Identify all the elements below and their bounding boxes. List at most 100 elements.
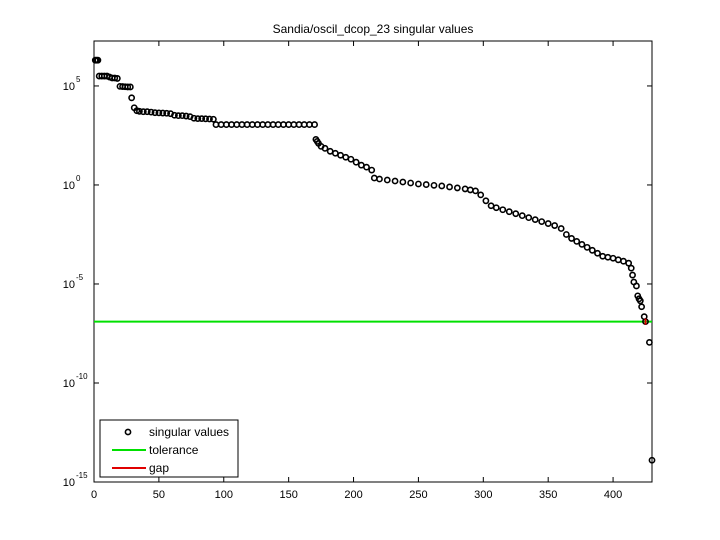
- data-point: [544, 220, 552, 227]
- data-point: [461, 185, 469, 193]
- y-tick-exponent: 5: [76, 75, 81, 84]
- data-point: [178, 112, 186, 120]
- data-point: [438, 182, 446, 190]
- x-tick-label: 150: [279, 489, 297, 501]
- data-point: [518, 212, 526, 220]
- data-point: [562, 231, 570, 238]
- data-point: [94, 56, 102, 64]
- y-tick-base: 10: [63, 378, 75, 390]
- data-point: [363, 163, 370, 171]
- data-point: [578, 240, 586, 248]
- data-point: [538, 218, 546, 225]
- data-point: [492, 204, 500, 212]
- data-point: [482, 197, 490, 205]
- title-text: Sandia/oscil_dcop_23 singular values: [273, 22, 474, 36]
- data-point: [399, 178, 407, 186]
- data-point: [368, 166, 376, 174]
- data-point: [111, 74, 119, 82]
- data-point: [505, 208, 513, 216]
- data-point: [525, 214, 533, 222]
- data-point: [182, 112, 190, 120]
- data-point: [202, 115, 209, 123]
- data-point: [512, 210, 520, 218]
- data-point: [625, 259, 633, 267]
- data-point: [391, 177, 399, 185]
- legend-label: tolerance: [149, 443, 199, 457]
- data-point: [376, 175, 383, 183]
- x-tick-label: 400: [604, 489, 622, 501]
- x-tick-label: 300: [474, 489, 492, 501]
- x-axis: 0 50 100 150 200 250 300 350 400: [91, 41, 622, 501]
- legend: singular values tolerance gap: [99, 419, 239, 478]
- data-point: [159, 109, 167, 117]
- y-tick-base: 10: [63, 477, 75, 489]
- data-point: [633, 282, 640, 290]
- data-point: [163, 109, 171, 117]
- data-point: [599, 252, 607, 260]
- data-point: [113, 75, 121, 82]
- data-point: [198, 115, 206, 123]
- data-point: [557, 225, 565, 232]
- data-point: [383, 176, 391, 184]
- x-tick-label: 100: [215, 489, 233, 501]
- data-point: [194, 115, 202, 123]
- y-tick-base: 10: [63, 81, 75, 93]
- plot-border: [93, 40, 653, 483]
- data-point: [190, 114, 198, 122]
- data-point: [446, 183, 453, 191]
- data-point: [531, 216, 539, 224]
- data-point: [209, 115, 217, 123]
- data-point: [594, 249, 601, 257]
- chart-title: Sandia/oscil_dcop_23 singular values: [273, 22, 474, 36]
- data-point: [499, 206, 507, 214]
- x-tick-label: 350: [539, 489, 557, 501]
- data-point: [466, 186, 474, 194]
- data-point: [311, 121, 319, 128]
- data-point: [453, 184, 461, 192]
- data-point: [477, 191, 485, 199]
- data-point: [573, 238, 581, 245]
- data-point: [646, 338, 653, 346]
- data-point: [370, 174, 378, 182]
- data-point: [147, 108, 155, 116]
- data-point: [588, 246, 596, 254]
- data-point: [126, 83, 134, 91]
- plot-area: [93, 40, 653, 483]
- data-point: [583, 243, 591, 251]
- x-tick-label: 250: [409, 489, 427, 501]
- data-point: [648, 456, 656, 464]
- data-point: [155, 109, 163, 117]
- y-tick-exponent: -10: [76, 372, 88, 381]
- data-point: [422, 181, 430, 188]
- data-point: [136, 107, 143, 115]
- data-point: [206, 115, 213, 123]
- data-point: [171, 111, 178, 119]
- data-point: [139, 108, 147, 116]
- y-tick-base: 10: [63, 180, 75, 192]
- data-point: [638, 303, 646, 311]
- data-point: [124, 83, 132, 91]
- y-tick-exponent: -5: [76, 273, 84, 282]
- data-point: [352, 158, 360, 166]
- data-point: [430, 181, 438, 189]
- data-point: [143, 108, 151, 116]
- singular-values-series: [91, 56, 656, 464]
- legend-label: singular values: [149, 425, 229, 439]
- data-point: [347, 155, 355, 163]
- data-point: [629, 271, 636, 279]
- data-point: [627, 264, 635, 272]
- data-point: [407, 179, 415, 187]
- data-point: [174, 112, 182, 120]
- y-tick-base: 10: [63, 279, 75, 291]
- data-point: [128, 94, 136, 102]
- data-point: [551, 222, 559, 229]
- y-tick-exponent: -15: [76, 471, 88, 480]
- legend-label: gap: [149, 461, 169, 475]
- data-point: [415, 180, 422, 188]
- y-tick-exponent: 0: [76, 174, 81, 183]
- data-point: [151, 109, 159, 117]
- data-point: [568, 235, 575, 242]
- legend-marker-icon: [124, 428, 132, 436]
